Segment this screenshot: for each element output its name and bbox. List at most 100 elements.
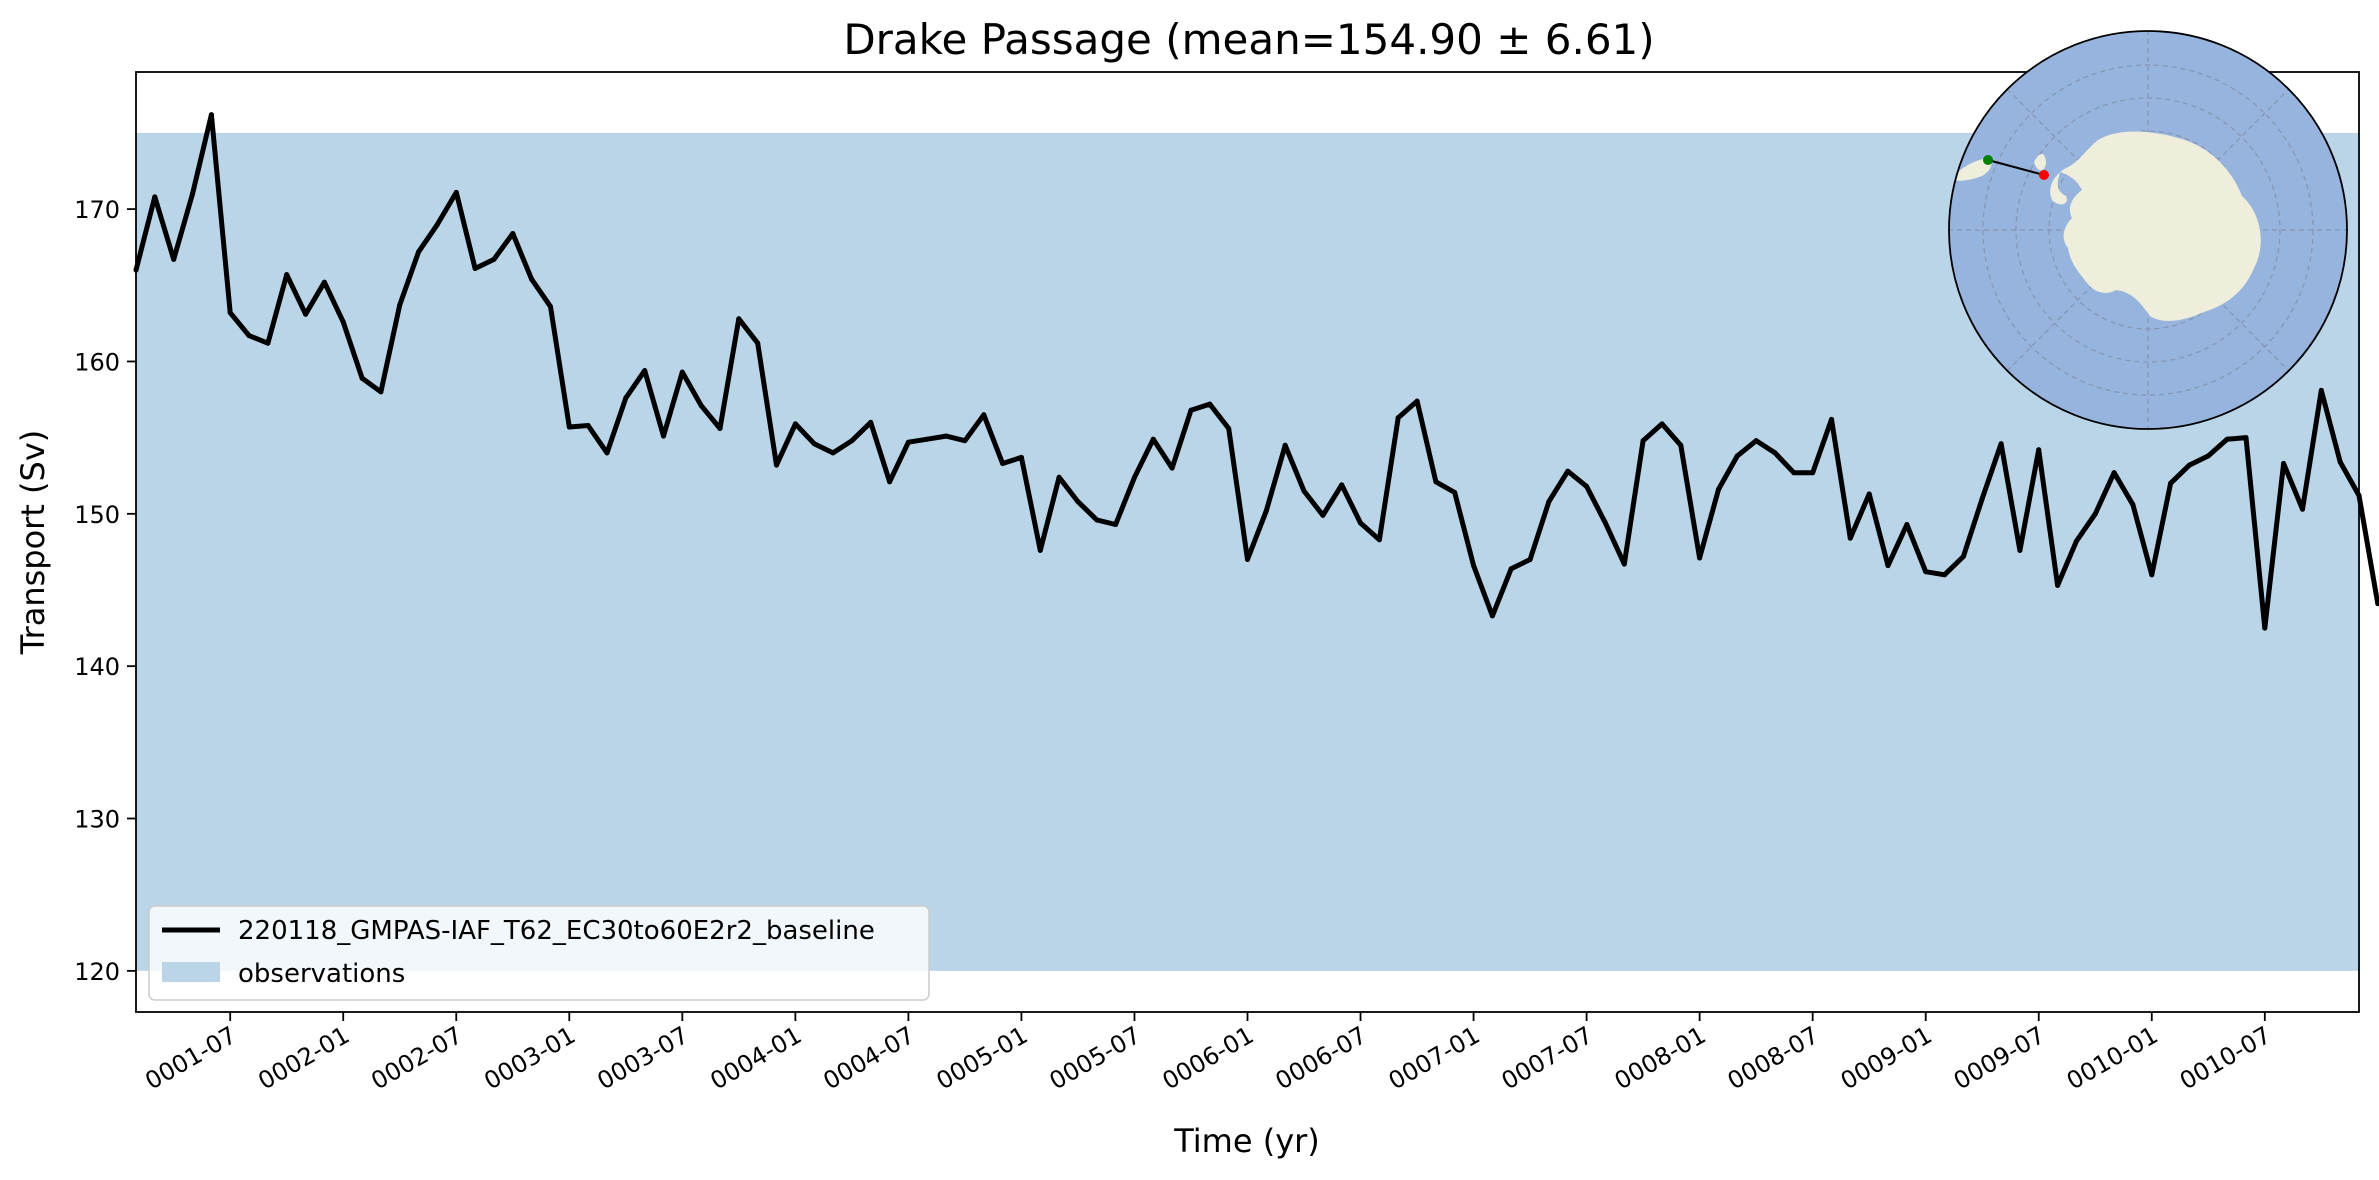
data-point — [1960, 554, 1966, 559]
data-point — [1904, 522, 1910, 527]
data-point — [2262, 625, 2268, 631]
data-point — [1621, 561, 1627, 567]
data-point — [2337, 459, 2343, 465]
antarctica-map — [1948, 30, 2348, 430]
legend-label-observations: observations — [238, 959, 405, 989]
data-point — [1489, 613, 1495, 619]
data-point — [510, 231, 516, 236]
data-point — [529, 276, 535, 282]
data-point — [1245, 557, 1250, 562]
transect-start-marker — [1983, 155, 1993, 165]
data-point — [491, 256, 497, 262]
data-point — [2375, 601, 2379, 607]
data-point — [1320, 512, 1326, 518]
data-point — [698, 403, 704, 409]
data-point — [1602, 520, 1608, 526]
data-point — [1829, 416, 1834, 422]
data-point — [566, 424, 572, 430]
y-tick-label: 130 — [74, 806, 120, 834]
map-border — [1948, 30, 2348, 430]
data-point — [321, 279, 327, 285]
data-point — [208, 112, 214, 118]
data-point — [1263, 508, 1269, 514]
x-axis-ticks: 0001-07 0002-01 0002-07 0003-01 0003-07 0004-… — [140, 1012, 2276, 1095]
data-point — [265, 340, 271, 346]
data-point — [1339, 482, 1345, 488]
data-point — [1640, 438, 1646, 444]
data-point — [2224, 436, 2230, 442]
data-point — [1508, 566, 1514, 572]
x-tick-label: 0004-07 — [819, 1021, 920, 1095]
data-point — [1659, 421, 1665, 427]
data-point — [1753, 438, 1759, 444]
x-tick-label: 0002-01 — [253, 1021, 354, 1095]
legend-label-series: 220118_GMPAS-IAF_T62_EC30to60E2r2_baseli… — [238, 916, 875, 946]
data-point — [2186, 462, 2192, 468]
data-points — [133, 112, 2379, 631]
data-point — [2092, 511, 2098, 517]
data-point — [1866, 491, 1872, 497]
series-line — [133, 112, 2379, 631]
data-point — [434, 221, 440, 227]
x-tick-label: 0005-01 — [932, 1021, 1033, 1095]
data-point — [227, 310, 233, 316]
data-point — [2281, 461, 2287, 466]
data-point — [792, 421, 798, 427]
data-point — [887, 479, 893, 485]
data-point — [1697, 555, 1703, 561]
data-point — [1150, 436, 1156, 442]
x-tick-label: 0004-01 — [706, 1021, 807, 1095]
x-tick-label: 0010-01 — [2062, 1021, 2163, 1095]
data-point — [1678, 442, 1684, 448]
data-point — [359, 375, 365, 381]
data-point — [2300, 506, 2305, 512]
data-point — [943, 433, 949, 439]
data-point — [1452, 490, 1458, 495]
data-point — [1226, 426, 1232, 431]
data-point — [1734, 453, 1740, 459]
data-point — [2130, 502, 2136, 508]
data-point — [2243, 435, 2249, 441]
data-point — [1358, 520, 1363, 526]
data-point — [1998, 441, 2004, 447]
x-tick-label: 0008-07 — [1723, 1021, 1824, 1095]
data-point — [1113, 522, 1119, 527]
data-point — [774, 462, 779, 468]
data-point — [924, 436, 930, 442]
y-tick-label: 160 — [74, 348, 120, 376]
data-point — [1923, 569, 1929, 575]
x-tick-label: 0010-07 — [2175, 1021, 2276, 1095]
x-tick-label: 0009-01 — [1836, 1021, 1937, 1095]
data-point — [1979, 496, 1985, 502]
data-point — [2111, 470, 2117, 476]
data-point — [1885, 563, 1891, 569]
y-tick-label: 140 — [74, 653, 120, 681]
legend-box — [148, 905, 930, 1001]
x-tick-label: 0006-07 — [1271, 1021, 1372, 1095]
data-point — [1282, 442, 1288, 448]
data-point — [303, 311, 309, 317]
y-axis-ticks: 120 130 140 150 160 170 — [74, 196, 136, 986]
x-tick-label: 0007-07 — [1497, 1021, 1598, 1095]
data-point — [1000, 461, 1006, 466]
data-point — [2073, 538, 2079, 544]
data-point — [1414, 398, 1420, 404]
data-point — [340, 319, 346, 325]
data-point — [1037, 547, 1043, 553]
x-tick-label: 0008-01 — [1610, 1021, 1711, 1095]
data-point — [2318, 387, 2324, 393]
legend-observations-swatch — [162, 962, 220, 982]
data-point — [1207, 401, 1213, 407]
data-point — [1188, 407, 1194, 413]
data-point — [171, 256, 177, 262]
x-tick-label: 0005-07 — [1045, 1021, 1146, 1095]
data-point — [152, 194, 158, 200]
data-point — [661, 433, 666, 439]
data-point — [1791, 470, 1797, 476]
data-point — [2205, 453, 2211, 459]
data-point — [1847, 535, 1853, 541]
x-tick-label: 0003-01 — [479, 1021, 580, 1095]
data-point — [2168, 480, 2174, 486]
data-point — [755, 340, 761, 346]
